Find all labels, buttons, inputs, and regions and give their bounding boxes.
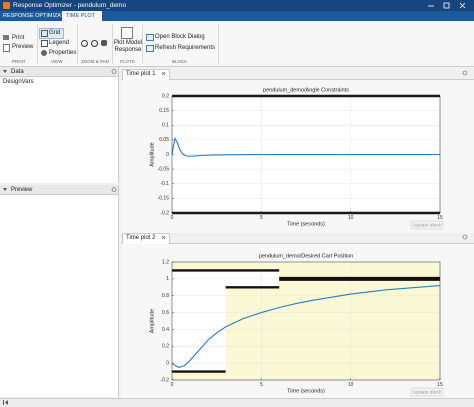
section-label: PLOTS [120, 59, 135, 64]
panel-title: Data [11, 69, 24, 75]
figure-tab[interactable] [122, 233, 170, 244]
button[interactable]: Legend [49, 40, 70, 46]
toolstrip [0, 21, 474, 67]
zoom-out-icon[interactable] [91, 40, 98, 47]
section-label: PRINT [12, 59, 26, 64]
separator [77, 24, 78, 64]
pan-icon[interactable] [101, 40, 107, 46]
plot-model-icon[interactable] [121, 27, 133, 39]
panel-title: Preview [11, 187, 33, 193]
properties-icon[interactable] [41, 50, 47, 56]
grid-icon[interactable] [41, 30, 48, 37]
figure-panel [121, 79, 474, 233]
tab-strip [0, 11, 474, 21]
block-icon[interactable] [146, 34, 154, 41]
zoom-in-icon[interactable] [81, 40, 88, 47]
separator [112, 24, 113, 64]
separator [37, 24, 38, 64]
status-bar [0, 398, 474, 407]
figure-tab-label[interactable]: Time plot 2 [126, 235, 156, 241]
preview-panel [0, 185, 119, 397]
button[interactable]: Print [12, 35, 25, 41]
button[interactable]: Open Block Dialog [155, 34, 205, 40]
section-label: ZOOM & PAN [81, 59, 109, 64]
print-icon[interactable] [3, 35, 9, 40]
button[interactable]: Refresh Requirements [155, 45, 216, 51]
figure-panel [121, 243, 474, 399]
tab[interactable]: RESPONSE OPTIMIZATION [3, 13, 74, 19]
section-label: BLOCK [172, 59, 188, 64]
app-icon [3, 2, 10, 9]
data-panel [0, 67, 119, 183]
preview-icon[interactable] [3, 44, 10, 52]
separator [218, 24, 219, 64]
tab-active[interactable] [62, 11, 102, 21]
panel-header [0, 185, 118, 195]
button[interactable]: Grid [49, 30, 61, 36]
button[interactable]: Plot Model Response [113, 40, 143, 53]
legend-icon[interactable] [41, 40, 48, 47]
figure-tab-label[interactable]: Time plot 1 [126, 71, 156, 77]
panel-header [0, 67, 118, 77]
refresh-icon[interactable] [146, 45, 154, 52]
button-checked[interactable] [39, 28, 64, 39]
button[interactable]: Preview [12, 44, 34, 50]
tab[interactable]: TIME PLOT [66, 13, 96, 19]
figure-tab[interactable] [122, 69, 170, 80]
window-title: Response Optimizer - pendulum_demo [13, 2, 127, 9]
separator [142, 24, 143, 64]
button[interactable]: Properties [49, 50, 77, 56]
list-item[interactable]: DesignVars [3, 79, 34, 85]
section-label: VIEW [51, 59, 63, 64]
title-bar [0, 0, 474, 11]
